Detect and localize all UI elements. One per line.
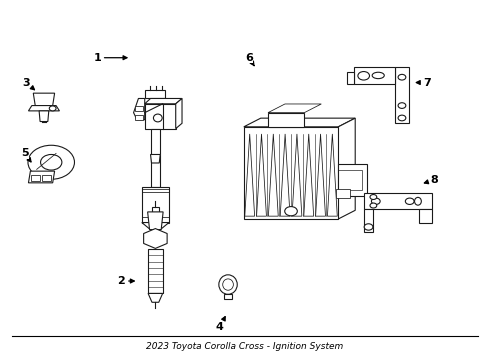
Circle shape — [371, 198, 380, 204]
Polygon shape — [244, 127, 338, 219]
Polygon shape — [151, 129, 160, 187]
Polygon shape — [338, 164, 368, 196]
Polygon shape — [150, 154, 160, 163]
Polygon shape — [244, 118, 355, 127]
Polygon shape — [224, 294, 232, 299]
Polygon shape — [142, 222, 169, 229]
Polygon shape — [147, 212, 163, 230]
Polygon shape — [142, 187, 169, 222]
Polygon shape — [419, 209, 432, 224]
Text: 5: 5 — [21, 148, 31, 162]
Polygon shape — [135, 106, 143, 111]
Text: 3: 3 — [22, 77, 34, 90]
Circle shape — [364, 224, 373, 230]
Circle shape — [405, 198, 414, 204]
Text: 7: 7 — [416, 77, 431, 87]
Polygon shape — [176, 99, 182, 129]
Circle shape — [398, 103, 406, 108]
Circle shape — [285, 207, 297, 216]
Polygon shape — [268, 113, 304, 127]
Polygon shape — [148, 249, 163, 293]
Text: 2023 Toyota Corolla Cross - Ignition System: 2023 Toyota Corolla Cross - Ignition Sys… — [147, 342, 343, 351]
Polygon shape — [31, 175, 40, 181]
Polygon shape — [135, 115, 143, 120]
Polygon shape — [395, 67, 409, 123]
Polygon shape — [336, 189, 350, 198]
Polygon shape — [145, 90, 165, 99]
Circle shape — [398, 75, 406, 80]
Polygon shape — [42, 175, 51, 181]
Polygon shape — [364, 193, 432, 209]
Ellipse shape — [372, 72, 384, 78]
Circle shape — [370, 194, 377, 199]
Polygon shape — [145, 104, 176, 129]
Text: 8: 8 — [424, 175, 438, 185]
Polygon shape — [134, 99, 145, 120]
Polygon shape — [28, 171, 54, 183]
Polygon shape — [145, 99, 182, 104]
Polygon shape — [28, 105, 59, 111]
Circle shape — [49, 106, 56, 111]
Polygon shape — [354, 67, 395, 84]
Circle shape — [28, 145, 74, 179]
Polygon shape — [151, 207, 159, 212]
Polygon shape — [39, 111, 49, 122]
Ellipse shape — [219, 275, 237, 294]
Polygon shape — [347, 72, 354, 84]
Circle shape — [41, 154, 62, 170]
Text: 1: 1 — [94, 53, 127, 63]
Polygon shape — [268, 104, 321, 113]
Polygon shape — [148, 293, 163, 302]
Polygon shape — [144, 229, 167, 248]
Circle shape — [370, 203, 377, 208]
Circle shape — [358, 72, 369, 80]
Text: 6: 6 — [245, 53, 254, 66]
Circle shape — [398, 115, 406, 121]
Polygon shape — [338, 118, 355, 219]
Ellipse shape — [415, 197, 421, 205]
Text: 4: 4 — [216, 317, 225, 332]
Text: 2: 2 — [118, 276, 134, 286]
Polygon shape — [364, 209, 373, 232]
Polygon shape — [33, 93, 54, 105]
